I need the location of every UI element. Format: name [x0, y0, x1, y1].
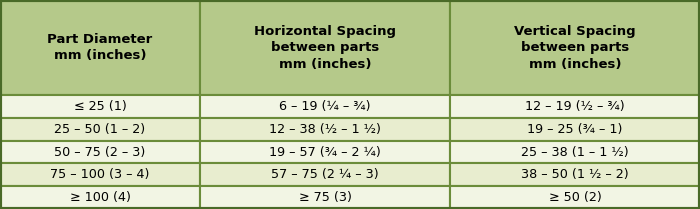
Text: Vertical Spacing
between parts
mm (inches): Vertical Spacing between parts mm (inche…: [514, 24, 636, 71]
Bar: [200, 0, 450, 95]
Bar: [450, 163, 700, 186]
Text: 57 – 75 (2 ¼ – 3): 57 – 75 (2 ¼ – 3): [271, 168, 379, 181]
Bar: [0, 118, 200, 141]
Text: 19 – 25 (¾ – 1): 19 – 25 (¾ – 1): [527, 123, 623, 136]
Bar: [450, 0, 700, 95]
Bar: [0, 95, 200, 118]
Text: ≥ 100 (4): ≥ 100 (4): [69, 191, 130, 204]
Text: ≥ 75 (3): ≥ 75 (3): [298, 191, 351, 204]
Text: Part Diameter
mm (inches): Part Diameter mm (inches): [48, 33, 153, 62]
Bar: [450, 141, 700, 163]
Text: 25 – 50 (1 – 2): 25 – 50 (1 – 2): [55, 123, 146, 136]
Bar: [200, 186, 450, 209]
Text: 75 – 100 (3 – 4): 75 – 100 (3 – 4): [50, 168, 150, 181]
Bar: [450, 186, 700, 209]
Text: 12 – 19 (½ – ¾): 12 – 19 (½ – ¾): [525, 100, 625, 113]
Bar: [0, 0, 200, 95]
Text: ≥ 50 (2): ≥ 50 (2): [549, 191, 601, 204]
Text: 50 – 75 (2 – 3): 50 – 75 (2 – 3): [55, 145, 146, 159]
Text: Horizontal Spacing
between parts
mm (inches): Horizontal Spacing between parts mm (inc…: [254, 24, 396, 71]
Text: 19 – 57 (¾ – 2 ¼): 19 – 57 (¾ – 2 ¼): [269, 145, 381, 159]
Text: 38 – 50 (1 ½ – 2): 38 – 50 (1 ½ – 2): [522, 168, 629, 181]
Bar: [200, 141, 450, 163]
Bar: [0, 163, 200, 186]
Text: 6 – 19 (¼ – ¾): 6 – 19 (¼ – ¾): [279, 100, 371, 113]
Bar: [200, 95, 450, 118]
Bar: [450, 95, 700, 118]
Bar: [0, 186, 200, 209]
Bar: [200, 163, 450, 186]
Text: ≤ 25 (1): ≤ 25 (1): [74, 100, 127, 113]
Bar: [200, 118, 450, 141]
Text: 12 – 38 (½ – 1 ½): 12 – 38 (½ – 1 ½): [269, 123, 381, 136]
Bar: [450, 118, 700, 141]
Text: 25 – 38 (1 – 1 ½): 25 – 38 (1 – 1 ½): [522, 145, 629, 159]
Bar: [0, 141, 200, 163]
